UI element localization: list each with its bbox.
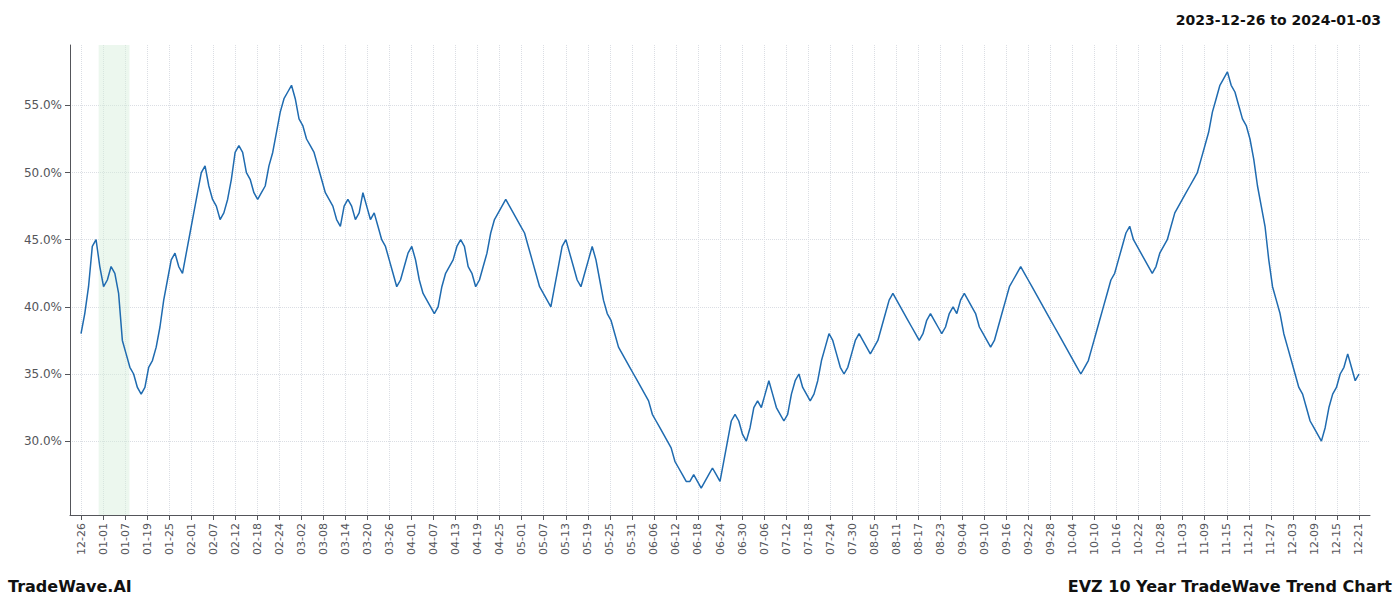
svg-text:03-20: 03-20 [361, 523, 374, 555]
svg-text:08-05: 08-05 [868, 523, 881, 555]
svg-text:08-23: 08-23 [934, 523, 947, 555]
svg-text:09-04: 09-04 [956, 523, 969, 555]
svg-text:12-15: 12-15 [1330, 523, 1343, 555]
svg-text:02-01: 02-01 [185, 523, 198, 555]
svg-text:02-24: 02-24 [273, 523, 286, 555]
svg-text:06-24: 06-24 [714, 523, 727, 555]
svg-text:01-19: 01-19 [141, 523, 154, 555]
svg-text:04-01: 04-01 [405, 523, 418, 555]
svg-text:10-10: 10-10 [1088, 523, 1101, 555]
svg-text:35.0%: 35.0% [24, 367, 62, 381]
svg-text:12-21: 12-21 [1352, 523, 1365, 555]
svg-text:30.0%: 30.0% [24, 434, 62, 448]
svg-text:05-01: 05-01 [515, 523, 528, 555]
svg-text:10-16: 10-16 [1110, 523, 1123, 555]
svg-text:04-25: 04-25 [493, 523, 506, 555]
svg-text:11-03: 11-03 [1176, 523, 1189, 555]
svg-text:07-18: 07-18 [802, 523, 815, 555]
svg-text:12-03: 12-03 [1286, 523, 1299, 555]
svg-text:01-01: 01-01 [97, 523, 110, 555]
svg-text:11-15: 11-15 [1220, 523, 1233, 555]
svg-text:04-19: 04-19 [471, 523, 484, 555]
svg-text:40.0%: 40.0% [24, 300, 62, 314]
svg-text:03-26: 03-26 [383, 523, 396, 555]
svg-text:01-25: 01-25 [163, 523, 176, 555]
svg-text:08-17: 08-17 [912, 523, 925, 555]
svg-text:09-22: 09-22 [1022, 523, 1035, 555]
svg-text:05-25: 05-25 [603, 523, 616, 555]
svg-text:11-21: 11-21 [1242, 523, 1255, 555]
svg-text:07-12: 07-12 [780, 523, 793, 555]
svg-text:02-18: 02-18 [251, 523, 264, 555]
svg-text:09-28: 09-28 [1044, 523, 1057, 555]
svg-text:03-02: 03-02 [295, 523, 308, 555]
svg-text:10-28: 10-28 [1154, 523, 1167, 555]
svg-text:02-07: 02-07 [207, 523, 220, 555]
svg-text:09-16: 09-16 [1000, 523, 1013, 555]
svg-text:03-08: 03-08 [317, 523, 330, 555]
svg-text:05-31: 05-31 [625, 523, 638, 555]
svg-text:05-07: 05-07 [537, 523, 550, 555]
svg-text:TradeWave.AI: TradeWave.AI [8, 577, 132, 596]
svg-text:10-04: 10-04 [1066, 523, 1079, 555]
svg-text:11-27: 11-27 [1264, 523, 1277, 555]
svg-text:06-06: 06-06 [647, 523, 660, 555]
svg-text:06-30: 06-30 [736, 523, 749, 555]
svg-text:05-19: 05-19 [581, 523, 594, 555]
svg-text:50.0%: 50.0% [24, 166, 62, 180]
svg-text:07-24: 07-24 [824, 523, 837, 555]
svg-text:07-06: 07-06 [758, 523, 771, 555]
svg-text:05-13: 05-13 [559, 523, 572, 555]
svg-text:45.0%: 45.0% [24, 233, 62, 247]
svg-text:09-10: 09-10 [978, 523, 991, 555]
svg-text:10-22: 10-22 [1132, 523, 1145, 555]
svg-text:EVZ 10 Year TradeWave Trend Ch: EVZ 10 Year TradeWave Trend Chart [1068, 577, 1393, 596]
svg-text:04-13: 04-13 [449, 523, 462, 555]
svg-text:2023-12-26 to 2024-01-03: 2023-12-26 to 2024-01-03 [1176, 12, 1381, 28]
svg-text:01-07: 01-07 [119, 523, 132, 555]
svg-text:07-30: 07-30 [846, 523, 859, 555]
svg-text:11-09: 11-09 [1198, 523, 1211, 555]
svg-text:04-07: 04-07 [427, 523, 440, 555]
svg-text:03-14: 03-14 [339, 523, 352, 555]
svg-text:12-26: 12-26 [75, 523, 88, 555]
svg-text:02-12: 02-12 [229, 523, 242, 555]
svg-text:55.0%: 55.0% [24, 98, 62, 112]
svg-text:06-12: 06-12 [669, 523, 682, 555]
svg-text:06-18: 06-18 [691, 523, 704, 555]
svg-text:12-09: 12-09 [1308, 523, 1321, 555]
svg-text:08-11: 08-11 [890, 523, 903, 555]
